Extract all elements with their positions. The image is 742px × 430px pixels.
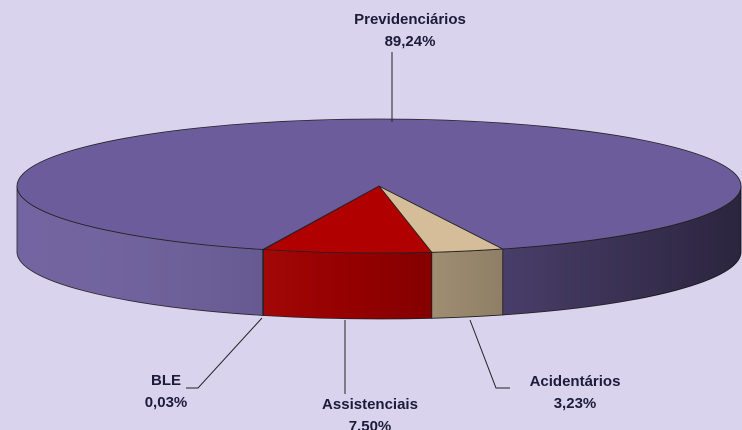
- leader-line: [469, 319, 510, 389]
- category-label: Previdenciários: [354, 11, 466, 28]
- leader-line: [186, 317, 263, 389]
- slice-side-shade: [263, 249, 432, 320]
- pie-tops: [16, 118, 742, 254]
- slice-side-shade: [431, 248, 503, 319]
- value-label: 7,50%: [349, 418, 392, 430]
- value-label: 3,23%: [554, 395, 597, 412]
- slice-side-shade: [502, 186, 741, 315]
- value-label: 0,03%: [145, 394, 188, 411]
- value-label: 89,24%: [385, 33, 436, 50]
- category-label: Assistenciais: [322, 396, 418, 413]
- labels: Acidentários 3,23% Assistenciais 7,50% BLE 0,…: [145, 11, 621, 430]
- slice: [16, 118, 742, 250]
- pie-sides: [16, 185, 742, 320]
- slice: [261, 185, 433, 254]
- category-label: Acidentários: [530, 373, 621, 390]
- category-label: BLE: [151, 372, 181, 389]
- slice-side-shade: [17, 186, 263, 316]
